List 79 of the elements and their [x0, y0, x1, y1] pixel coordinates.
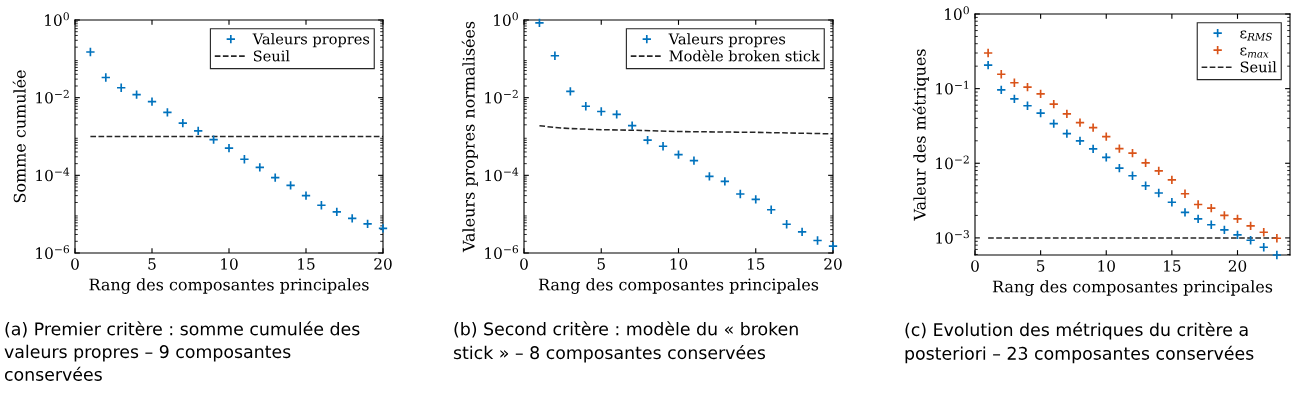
x-tick-label: 0: [71, 258, 79, 270]
point: [983, 48, 994, 59]
point: [331, 206, 342, 217]
legend-label: Valeurs propres: [252, 33, 370, 48]
y-axis-title: Somme cumulée: [12, 70, 26, 203]
line-series: [538, 124, 833, 135]
legend-label: Valeurs propres: [668, 33, 786, 48]
point: [1193, 213, 1204, 224]
x-tick-label: 5: [148, 258, 156, 270]
point: [983, 60, 994, 71]
x-tick-label: 5: [597, 258, 605, 270]
legend-label: ε$_{RMS}$: [1240, 30, 1272, 41]
x-tick-label: 10: [1098, 260, 1115, 272]
point: [996, 84, 1007, 95]
point: [1166, 197, 1177, 208]
x-tick-label: 20: [374, 258, 392, 270]
x-axis-title: Rang des composantes principales: [538, 278, 819, 294]
y-tick-label: 10$^{−3}$: [936, 230, 969, 244]
y-tick-label: 10$^{−4}$: [36, 167, 70, 182]
point: [1061, 108, 1072, 119]
x-tick-label: 5: [1037, 260, 1045, 272]
point: [549, 50, 560, 61]
text: (a) Premier critère : somme cumulée des valeurs propres – 9 composantes conservées: [4, 321, 360, 381]
legend-label: Seuil: [253, 50, 290, 62]
x-tick-label: 15: [1164, 260, 1181, 272]
point: [1153, 187, 1164, 198]
x-axis-title: Rang des composantes principales: [89, 278, 369, 294]
point: [1206, 203, 1217, 214]
x-tick-label: 20: [824, 258, 842, 270]
y-tick-label: 10$^{−6}$: [485, 245, 519, 259]
point: [1258, 227, 1269, 238]
point: [1088, 143, 1099, 154]
y-tick-label: 10$^{0}$: [945, 6, 969, 20]
legend-label: ε$_{max}$: [1240, 47, 1269, 58]
x-tick-label: 20: [1228, 260, 1247, 272]
point: [580, 101, 591, 112]
point: [1179, 188, 1191, 199]
text: (b) Second critère : modèle du « broken stick » – 8 composantes conservées: [453, 321, 798, 363]
y-tick-label: 10$^{−2}$: [36, 89, 69, 104]
y-tick-label: 10$^{−4}$: [485, 167, 519, 182]
point: [193, 125, 204, 136]
point: [177, 118, 188, 129]
x-axis-title: Rang des composantes principales: [992, 280, 1273, 296]
point: [1271, 249, 1282, 261]
x-tick-label: 10: [670, 258, 688, 270]
point: [766, 204, 777, 215]
point: [116, 82, 127, 93]
point: [270, 172, 281, 183]
y-tick-label: 10$^{−6}$: [36, 245, 70, 259]
legend-label: Modèle broken stick: [669, 49, 820, 62]
point: [996, 69, 1007, 80]
x-tick-label: 15: [747, 258, 765, 270]
y-tick-label: 10$^{0}$: [45, 12, 69, 26]
point: [377, 223, 389, 234]
point: [1048, 99, 1059, 110]
y-tick-label: 10$^{−2}$: [936, 155, 969, 170]
text: (c) Evolution des métriques du critère a posteriori – 23 composantes conservées: [905, 322, 1254, 364]
y-tick-label: 10$^{−2}$: [485, 89, 518, 104]
point: [797, 226, 808, 237]
y-axis-title: Valeur des métriques: [912, 49, 929, 221]
legend-label: Seuil: [1240, 61, 1277, 73]
x-tick-label: 10: [221, 258, 238, 270]
y-tick-label: 10$^{0}$: [494, 12, 518, 26]
y-axis-title: Valeurs propres normalisées: [461, 21, 478, 253]
point: [1074, 135, 1086, 146]
point: [223, 143, 235, 154]
point: [658, 141, 669, 152]
point: [827, 241, 839, 252]
y-tick-label: 10$^{−1}$: [936, 80, 969, 95]
point: [1166, 174, 1177, 185]
x-tick-label: 15: [298, 258, 315, 270]
x-tick-label: 0: [520, 258, 528, 270]
point: [1271, 233, 1282, 244]
point: [1258, 242, 1269, 253]
point: [735, 189, 746, 200]
point: [1206, 219, 1217, 230]
point: [1153, 165, 1164, 176]
x-tick-label: 0: [971, 260, 979, 272]
point: [627, 120, 638, 131]
